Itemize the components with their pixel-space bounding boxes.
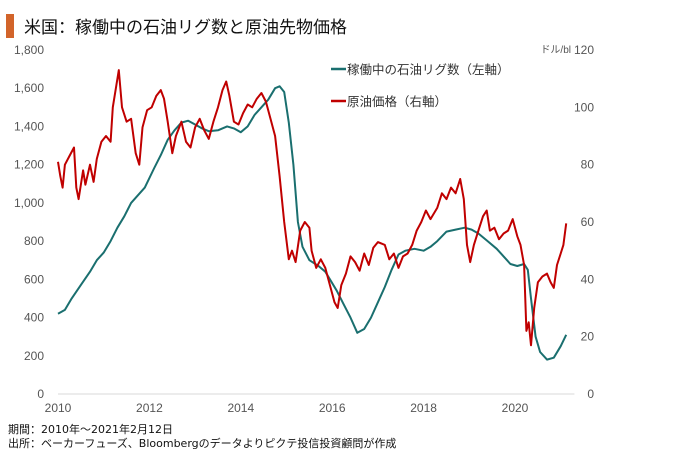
right-axis-tick-label: 40	[581, 272, 595, 286]
right-axis-tick-label: 20	[581, 330, 595, 344]
left-axis-tick-label: 1,200	[14, 158, 44, 172]
source-note: 出所：ベーカーフューズ、Bloombergのデータよりピクテ投信投資顧問が作成	[8, 437, 397, 450]
series-line-oil-price	[57, 69, 568, 347]
left-axis-tick-label: 0	[37, 387, 44, 401]
x-axis-tick-label: 2018	[410, 401, 437, 415]
title-accent-bar	[6, 14, 14, 38]
legend-label: 原油価格（右軸）	[347, 94, 447, 109]
left-axis-tick-label: 400	[24, 311, 44, 325]
left-axis-tick-label: 800	[24, 234, 44, 248]
x-axis-tick-label: 2010	[45, 401, 72, 415]
legend-label: 稼働中の石油リグ数（左軸）	[347, 62, 510, 77]
x-axis-tick-label: 2012	[136, 401, 163, 415]
left-axis-tick-label: 1,000	[14, 196, 44, 210]
right-axis-unit: ドル/bl	[540, 45, 571, 56]
right-axis-tick-label: 60	[581, 215, 595, 229]
left-axis-tick-label: 1,800	[14, 43, 44, 57]
right-axis-tick-label: 0	[587, 387, 594, 401]
right-axis-tick-label: 100	[574, 100, 594, 114]
left-axis-tick-label: 1,600	[14, 81, 44, 95]
series-line-rig-count	[57, 85, 568, 361]
right-axis-tick-label: 80	[581, 158, 595, 172]
period-note: 期間：2010年～2021年2月12日	[8, 423, 173, 436]
right-axis-tick-label: 120	[574, 43, 594, 57]
left-axis-tick-label: 600	[24, 272, 44, 286]
left-axis-tick-label: 1,400	[14, 119, 44, 133]
left-axis-tick-label: 200	[24, 349, 44, 363]
x-axis-tick-label: 2020	[502, 401, 529, 415]
chart-title: 米国：稼働中の石油リグ数と原油先物価格	[24, 18, 347, 38]
x-axis-tick-label: 2014	[227, 401, 254, 415]
x-axis-tick-label: 2016	[319, 401, 346, 415]
